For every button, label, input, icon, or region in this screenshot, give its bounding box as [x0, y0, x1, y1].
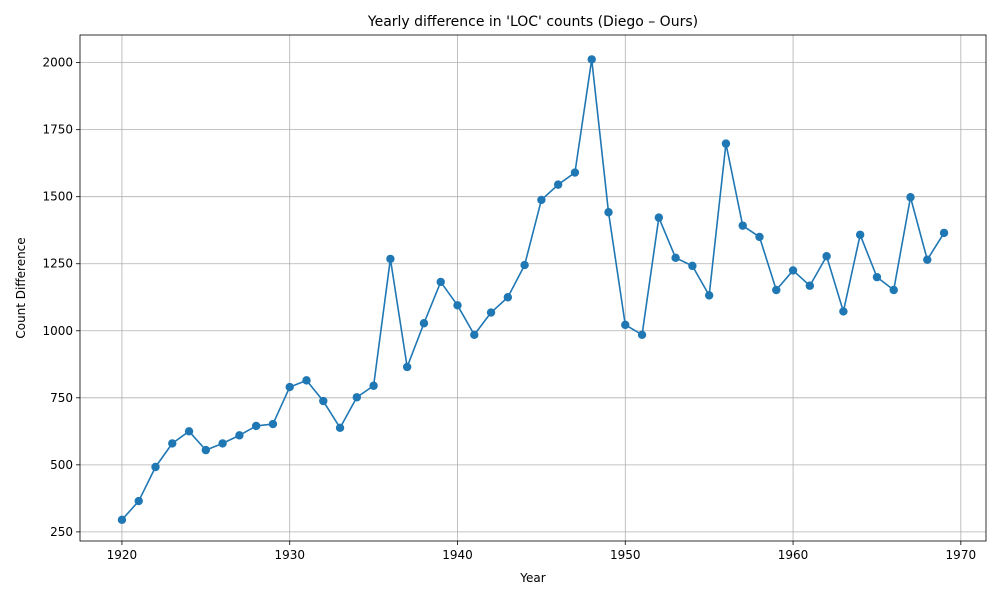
x-axis-label: Year	[519, 571, 545, 585]
data-point	[470, 330, 479, 339]
data-point	[386, 254, 395, 264]
data-point	[671, 253, 680, 263]
y-tick-label: 750	[50, 391, 73, 405]
data-point	[872, 272, 882, 282]
data-point	[218, 439, 227, 448]
data-point	[251, 421, 261, 431]
y-axis-label: Count Difference	[14, 237, 28, 338]
data-point	[285, 382, 294, 392]
data-point	[688, 261, 697, 271]
data-point	[855, 230, 865, 239]
x-tick-label: 1920	[107, 548, 138, 562]
data-point	[503, 293, 513, 302]
data-point	[268, 419, 278, 429]
y-tick-label: 250	[50, 525, 73, 539]
data-point	[654, 213, 664, 222]
y-tick-label: 500	[50, 458, 73, 472]
data-point	[906, 193, 915, 202]
chart-title: Yearly difference in 'LOC' counts (Diego…	[367, 14, 698, 30]
data-point	[486, 308, 496, 317]
x-tick-label: 1960	[778, 548, 809, 562]
grid-lines	[80, 35, 986, 541]
data-point	[453, 301, 462, 310]
y-tick-label: 1250	[42, 257, 73, 271]
data-point	[402, 362, 412, 372]
data-point	[302, 376, 311, 385]
data-point	[704, 291, 714, 300]
x-tick-label: 1930	[274, 548, 305, 562]
data-point	[939, 228, 949, 238]
y-tick-label: 1000	[42, 324, 73, 338]
x-tick-label: 1940	[442, 548, 473, 562]
data-point	[520, 260, 529, 270]
data-point	[151, 462, 160, 472]
data-point	[537, 195, 546, 205]
data-point	[335, 423, 345, 433]
data-point	[369, 381, 378, 390]
data-point	[604, 208, 613, 217]
x-tick-label: 1950	[610, 548, 641, 562]
data-point	[235, 431, 244, 440]
data-point	[201, 445, 211, 455]
data-point	[738, 221, 747, 230]
y-tick-label: 2000	[42, 56, 73, 70]
data-point	[419, 319, 429, 328]
data-point	[621, 320, 630, 330]
x-tick-label: 1970	[946, 548, 977, 562]
data-point	[587, 55, 596, 64]
data-point	[822, 252, 831, 261]
data-point	[755, 232, 764, 242]
data-point	[721, 139, 731, 148]
data-point	[184, 427, 194, 436]
y-axis-ticks: 250 500 750 1000 1250 1500 1750 2000	[42, 56, 80, 539]
data-point	[436, 277, 445, 287]
data-point	[772, 285, 781, 295]
y-tick-label: 1500	[42, 190, 73, 204]
data-point	[839, 307, 848, 316]
data-point	[637, 330, 647, 339]
plot-area-frame	[79, 34, 987, 542]
data-point	[923, 255, 932, 264]
data-point	[570, 168, 580, 177]
data-point	[553, 180, 563, 189]
data-point	[889, 285, 898, 295]
data-point	[134, 496, 143, 506]
x-axis-ticks: 1920 1930 1940 1950 1960 1970	[107, 541, 976, 562]
data-point	[319, 396, 328, 406]
series-layer	[117, 55, 949, 525]
data-point	[168, 439, 177, 448]
data-point	[117, 515, 127, 525]
data-point	[352, 393, 362, 402]
y-tick-label: 1750	[42, 123, 73, 137]
data-point	[805, 281, 815, 290]
data-point	[788, 266, 798, 275]
